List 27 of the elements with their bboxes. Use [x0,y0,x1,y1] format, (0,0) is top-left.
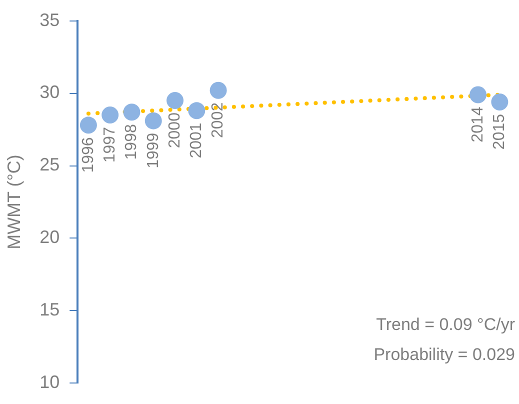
point [144,112,162,130]
x-tick-label: 2001 [188,122,206,158]
x-tick-label: 1997 [101,126,118,163]
y-tick-label: 35 [40,10,60,30]
point [210,82,227,99]
point [166,92,184,110]
x-tick-label: 2014 [469,106,486,142]
point [491,93,508,110]
x-tick-label: 1998 [123,124,140,160]
annotation: Trend = 0.09 °C/yr [376,314,516,334]
x-tick-label: 1999 [144,132,162,168]
point [80,116,97,134]
point [123,104,140,121]
x-tick-label: 2002 [210,102,227,138]
y-tick-label: 20 [40,227,60,248]
y-tick-label: 15 [40,300,60,320]
annotation: Probability = 0.029 [374,344,515,364]
x-tick-label: 2015 [491,114,508,150]
point [102,106,119,124]
y-axis-title: MWMT (°C) [4,154,24,250]
x-tick-label: 1996 [80,137,97,173]
y-tick-label: 10 [40,372,60,392]
y-tick-label: 30 [40,82,60,102]
point [470,86,487,104]
y-tick-label: 25 [40,154,60,175]
x-tick-label: 2000 [166,112,184,148]
point [188,102,206,120]
